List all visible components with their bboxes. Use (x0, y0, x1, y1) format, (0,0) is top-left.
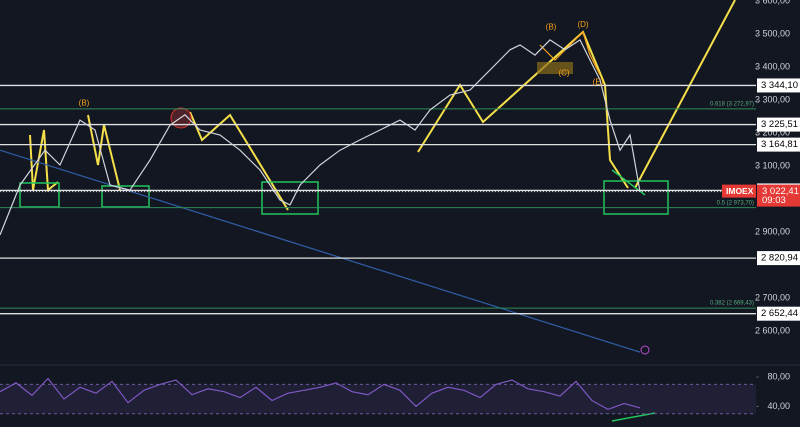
wave-line (539, 30, 601, 76)
zone-box (19, 182, 60, 208)
divergence-line (611, 412, 656, 422)
y-tick-label: 40,00 (767, 401, 790, 411)
trendline (0, 149, 641, 353)
y-tick-label: 80,00 (767, 371, 790, 381)
y-tick-label: 3 600,00 (755, 0, 790, 5)
y-tick-label: 2 600,00 (755, 325, 790, 335)
current-price-box (757, 184, 800, 207)
y-tick-label: 2 700,00 (755, 292, 790, 302)
series-line (0, 39, 641, 236)
y-tick-label: 2 900,00 (755, 226, 790, 236)
wave-label: (C) (558, 69, 569, 78)
zone-box (603, 180, 669, 215)
wave-label: (D) (577, 20, 588, 29)
level-label: 3 225,51 (761, 119, 798, 130)
level-box (757, 78, 800, 93)
wave-label: (E) (593, 77, 604, 86)
wave-line (634, 0, 736, 189)
ticker-box (722, 184, 756, 198)
zone-box (261, 181, 319, 215)
level-label: 2 652,44 (761, 308, 798, 319)
fib-label: 0.618 (3 272,97) (710, 101, 754, 107)
level-box (757, 251, 800, 266)
wave-zone (537, 62, 573, 74)
y-tick-label: 3 100,00 (755, 160, 790, 170)
fib-label: 0.5 (2 973,70) (717, 200, 754, 206)
level-label: 3 164,81 (761, 139, 798, 150)
wave-label: (B) (546, 23, 557, 32)
current-price-label: 3 022,41 (762, 186, 799, 197)
y-tick-label: 3 200,00 (755, 127, 790, 137)
y-tick-label: 3 300,00 (755, 94, 790, 104)
current-price-time: 09:03 (762, 195, 786, 206)
marker (640, 345, 650, 355)
wave-label: (B) (79, 98, 90, 107)
ticker-label: IMOEX (726, 186, 754, 196)
series-line (0, 377, 641, 411)
zone-box (101, 185, 150, 208)
level-label: 3 344,10 (761, 80, 798, 91)
level-box (757, 137, 800, 152)
y-tick-label: 3 500,00 (755, 28, 790, 38)
level-label: 2 820,94 (761, 253, 798, 264)
level-box (757, 306, 800, 321)
level-box (757, 117, 800, 132)
wave-line (29, 129, 59, 192)
fib-label: 0.382 (2 669,43) (710, 301, 754, 307)
y-tick-label: 3 400,00 (755, 61, 790, 71)
